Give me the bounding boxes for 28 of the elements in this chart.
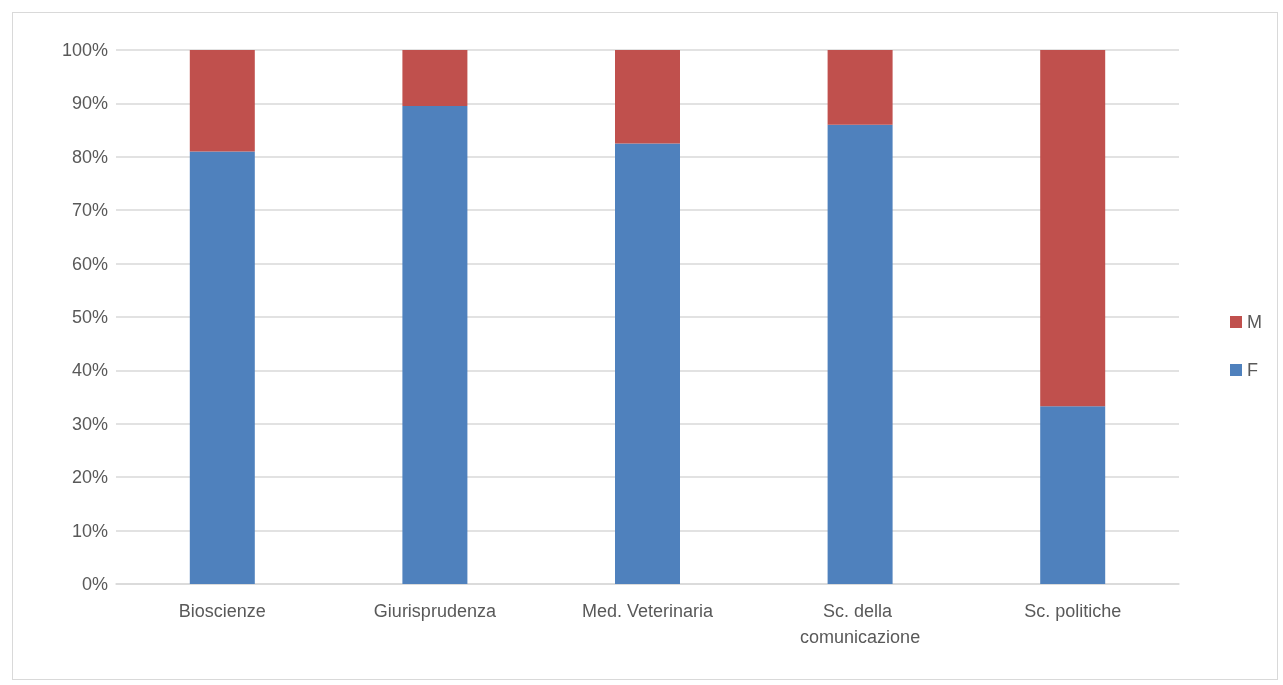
- bar: [1040, 406, 1106, 584]
- y-tick-label: 30%: [71, 413, 108, 434]
- legend-label: M: [1247, 312, 1263, 332]
- y-tick-label: 10%: [71, 520, 108, 541]
- legend-label: F: [1247, 360, 1259, 380]
- x-tick-label: Bioscienze: [178, 601, 266, 621]
- x-tick-label: Sc. politiche: [1024, 601, 1122, 621]
- bar: [189, 50, 255, 152]
- y-tick-label: 20%: [71, 467, 108, 488]
- x-tick-label: Med. Veterinaria: [581, 601, 715, 621]
- y-tick-label: 40%: [71, 360, 108, 381]
- y-tick-label: 90%: [71, 93, 108, 114]
- bar: [827, 124, 893, 584]
- bar: [189, 151, 255, 584]
- x-tick-label: Sc. della comunicazione: [800, 601, 921, 647]
- y-tick-label: 80%: [71, 146, 108, 167]
- bar: [827, 50, 893, 125]
- y-tick-label: 70%: [71, 200, 108, 221]
- y-tick-label: 60%: [71, 253, 108, 274]
- y-tick-label: 0%: [81, 574, 108, 594]
- bar: [402, 50, 468, 107]
- bar: [1040, 50, 1106, 407]
- bar: [402, 106, 468, 584]
- y-tick-label: 100%: [61, 40, 108, 60]
- bar: [615, 143, 680, 584]
- y-tick-label: 50%: [71, 307, 108, 327]
- bar: [615, 50, 680, 144]
- x-tick-label: Giurisprudenza: [373, 601, 497, 621]
